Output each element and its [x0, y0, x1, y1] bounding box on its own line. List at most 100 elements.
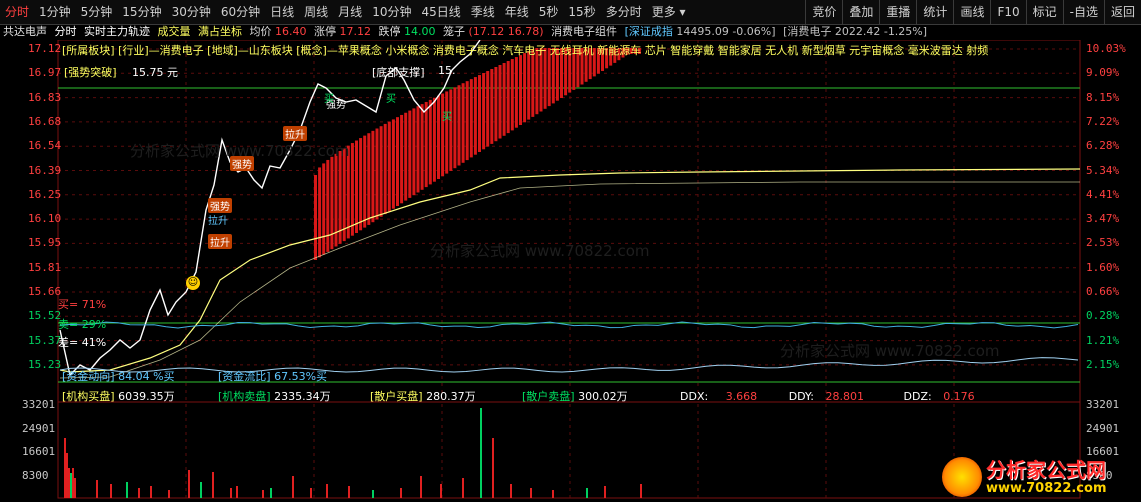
force-bar	[465, 81, 469, 161]
intraday-chart[interactable]: 分析家公式网 www.70822.com 分析家公式网 www.70822.co…	[0, 40, 1141, 502]
volume-bar	[420, 476, 422, 498]
volume-bar	[310, 488, 312, 498]
volume-bar	[326, 484, 328, 498]
fund-flow-label: [资金流比]	[218, 370, 271, 383]
force-bar	[494, 67, 498, 142]
volume-bar	[480, 408, 482, 498]
volume-bar	[138, 488, 140, 498]
period-tab[interactable]: 1分钟	[39, 5, 71, 19]
volume-bar	[68, 468, 70, 498]
signal-tag: 买	[442, 112, 452, 123]
y-tick-left: 16.54	[28, 139, 62, 153]
force-bar	[498, 65, 502, 139]
force-bar	[486, 71, 490, 147]
period-tab[interactable]: 15分钟	[122, 5, 162, 19]
function-tab[interactable]: 统计	[916, 0, 953, 24]
fund-flow: [资金流比] 67.53%买	[218, 368, 327, 384]
force-bar	[613, 48, 617, 63]
force-bar	[560, 48, 563, 98]
period-tab[interactable]: 周线	[304, 5, 329, 19]
volume-bar	[188, 470, 190, 498]
limit-up-value: 17.12	[339, 25, 372, 38]
inst-sell-label: [机构卖盘]	[218, 390, 271, 403]
period-tab[interactable]: 季线	[470, 5, 495, 19]
signal-tag: 买	[324, 94, 334, 105]
force-bar	[596, 48, 600, 74]
function-tabs: 竞价 叠加 重播 统计 画线 F10 标记 -自选 返回	[805, 0, 1141, 24]
period-tab[interactable]: 5秒	[538, 5, 559, 19]
retail-buy-label: [散户买盘]	[370, 390, 423, 403]
force-bar	[551, 48, 555, 104]
volume-bar	[604, 486, 606, 498]
sector-name[interactable]: 消费电子组件	[551, 25, 618, 38]
force-bar	[609, 48, 613, 66]
fund-flow-line	[59, 321, 1079, 329]
inst-buy-value: 6039.35万	[118, 390, 175, 403]
force-bar	[355, 140, 358, 233]
force-bar	[531, 49, 535, 117]
period-tab[interactable]: 5分钟	[80, 5, 113, 19]
period-tab[interactable]: 10分钟	[372, 5, 412, 19]
force-bar	[437, 95, 440, 179]
period-tab[interactable]: 日线	[270, 5, 295, 19]
function-tab[interactable]: 返回	[1103, 0, 1141, 24]
cage-label: 笼子	[443, 25, 465, 38]
period-tab[interactable]: 年线	[504, 5, 529, 19]
sector2-value: 2022.42 -1.25%]	[834, 25, 928, 38]
index-value: 14495.09 -0.06%]	[676, 25, 776, 38]
volume-bar	[586, 488, 588, 498]
force-bar	[432, 97, 436, 182]
volume-bar	[348, 486, 350, 498]
concept-tags: [所属板块] [行业]—消费电子 [地域]—山东板块 [概念]—苹果概念 小米概…	[62, 44, 989, 57]
force-bar	[605, 48, 609, 69]
smiley-icon: ☺	[186, 276, 200, 290]
function-tab[interactable]: -自选	[1062, 0, 1104, 24]
stock-name[interactable]: 共达电声	[3, 25, 47, 38]
y-tick-right: 7.22%	[1086, 114, 1120, 128]
period-tab[interactable]: 分时	[5, 5, 30, 19]
force-bar	[428, 99, 432, 185]
function-tab[interactable]: 画线	[953, 0, 990, 24]
force-bar	[482, 73, 486, 150]
force-bar	[502, 63, 506, 136]
volume-tick-left: 8300	[22, 468, 49, 482]
function-tab[interactable]: 标记	[1025, 0, 1063, 24]
y-tick-left: 15.81	[28, 260, 62, 274]
period-tab[interactable]: 30分钟	[171, 5, 211, 19]
force-bar	[576, 48, 580, 88]
force-bar	[375, 128, 379, 220]
info-item: 满占坐标	[198, 25, 242, 38]
function-tab[interactable]: 重播	[879, 0, 916, 24]
period-tab[interactable]: 多分时	[605, 5, 642, 19]
force-bar	[514, 57, 518, 128]
period-tab[interactable]: 60分钟	[220, 5, 261, 19]
signal-tag: 强势	[208, 198, 232, 213]
y-tick-right: 4.41%	[1086, 187, 1120, 201]
logo-url: www.70822.com	[986, 480, 1107, 496]
volume-bar	[230, 488, 232, 498]
y-tick-left: 15.66	[28, 285, 62, 298]
function-tab[interactable]: 竞价	[805, 0, 842, 24]
retail-sell-value: 300.02万	[578, 390, 628, 403]
function-tab[interactable]: F10	[990, 0, 1025, 24]
force-bar	[359, 138, 363, 231]
volume-bar	[200, 482, 202, 498]
force-bar	[453, 87, 457, 169]
period-tab[interactable]: 45日线	[421, 5, 461, 19]
force-bar	[621, 48, 625, 58]
force-bar	[334, 153, 338, 247]
function-tab[interactable]: 叠加	[842, 0, 879, 24]
period-tab[interactable]: 月线	[338, 5, 363, 19]
volume-bar	[462, 478, 464, 498]
volume-bar	[66, 453, 68, 498]
retail-sell: [散户卖盘] 300.02万	[522, 388, 628, 404]
period-tab[interactable]: 更多 ▾	[651, 5, 686, 19]
period-tab[interactable]: 15秒	[568, 5, 596, 19]
force-bar	[424, 101, 428, 188]
force-bar	[601, 48, 604, 71]
limit-up-label: 涨停	[314, 25, 336, 38]
volume-bar	[168, 490, 170, 498]
force-bar	[330, 156, 334, 250]
force-bar	[510, 59, 514, 131]
volume-tick-left: 24901	[22, 421, 56, 435]
